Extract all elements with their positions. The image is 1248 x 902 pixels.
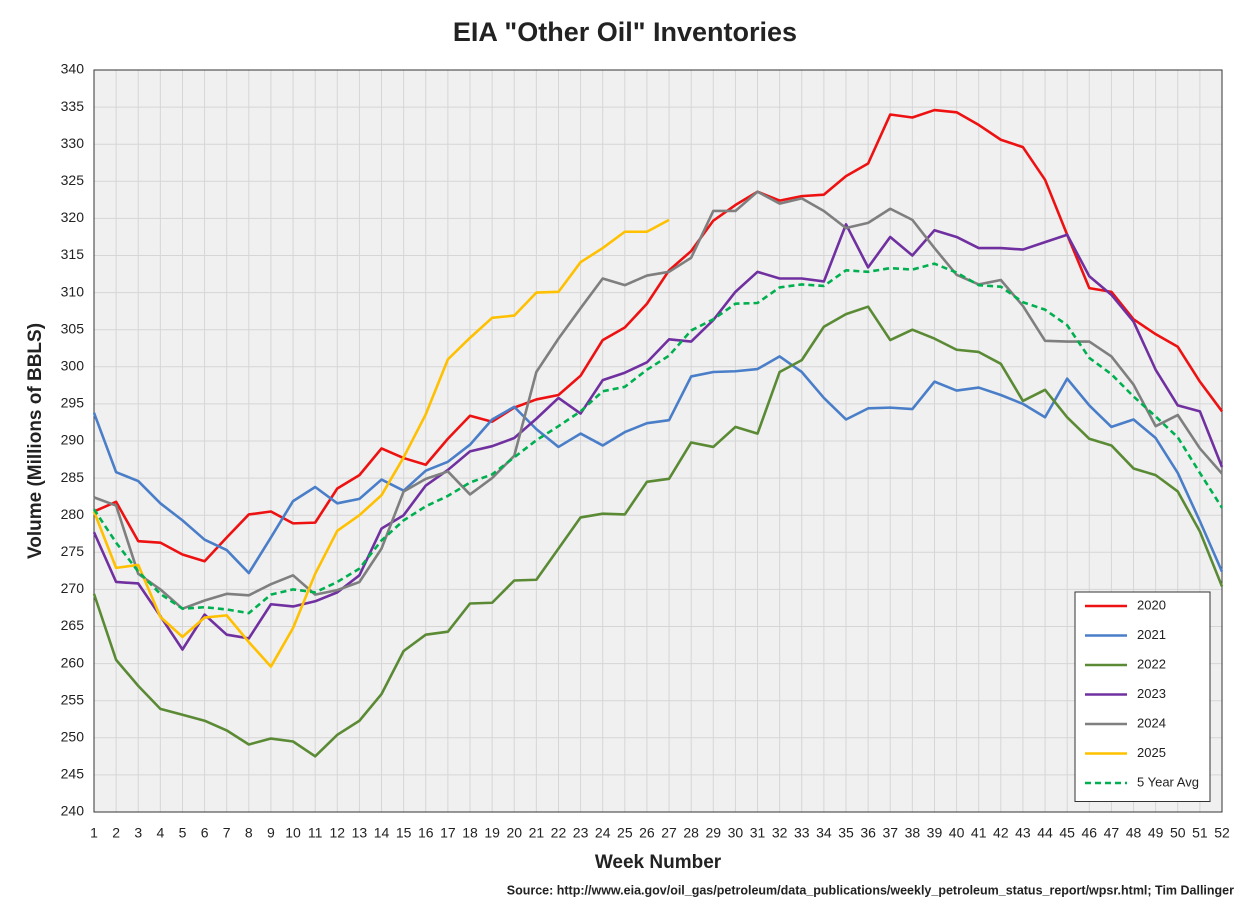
x-tick-label: 51 — [1192, 825, 1208, 841]
legend: 2020 2021 2022 2023 2024 2025 5 Year Avg — [1074, 591, 1211, 802]
x-tick-label: 36 — [860, 825, 876, 841]
y-tick-label: 240 — [61, 803, 85, 819]
legend-label: 2023 — [1137, 686, 1166, 701]
x-tick-label: 14 — [374, 825, 390, 841]
x-tick-label: 3 — [134, 825, 142, 841]
x-tick-label: 9 — [267, 825, 275, 841]
x-tick-label: 22 — [551, 825, 567, 841]
y-tick-label: 335 — [61, 98, 85, 114]
x-tick-label: 8 — [245, 825, 253, 841]
x-tick-label: 24 — [595, 825, 611, 841]
x-tick-label: 19 — [484, 825, 500, 841]
x-tick-label: 15 — [396, 825, 412, 841]
x-tick-label: 27 — [661, 825, 677, 841]
legend-label: 5 Year Avg — [1137, 774, 1199, 789]
x-tick-label: 12 — [330, 825, 346, 841]
x-tick-label: 25 — [617, 825, 633, 841]
x-tick-label: 32 — [772, 825, 788, 841]
x-tick-label: 11 — [308, 825, 323, 841]
legend-label: 2022 — [1137, 656, 1166, 671]
x-tick-label: 2 — [112, 825, 120, 841]
legend-label: 2020 — [1137, 597, 1166, 612]
source-note: Source: http://www.eia.gov/oil_gas/petro… — [507, 883, 1234, 897]
y-tick-label: 310 — [61, 283, 85, 299]
legend-label: 2021 — [1137, 627, 1166, 642]
x-tick-label: 41 — [971, 825, 987, 841]
series-line — [92, 223, 1224, 651]
x-tick-label: 20 — [506, 825, 522, 841]
x-tick-label: 16 — [418, 825, 434, 841]
x-tick-label: 44 — [1037, 825, 1053, 841]
x-tick-label: 7 — [223, 825, 231, 841]
legend-label: 2024 — [1137, 715, 1166, 730]
y-tick-label: 290 — [61, 432, 85, 448]
x-tick-label: 52 — [1214, 825, 1230, 841]
y-tick-label: 305 — [61, 320, 85, 336]
y-tick-label: 245 — [61, 766, 85, 782]
x-tick-label: 38 — [905, 825, 921, 841]
y-axis-label: Volume (Millions of BBLS) — [25, 323, 46, 559]
y-tick-label: 340 — [61, 61, 85, 77]
y-tick-label: 330 — [61, 135, 85, 151]
legend-box — [1074, 591, 1211, 802]
y-tick-label: 275 — [61, 543, 85, 559]
y-tick-label: 300 — [61, 358, 85, 374]
x-tick-label: 23 — [573, 825, 589, 841]
plot-border — [93, 69, 1223, 813]
y-tick-label: 255 — [61, 691, 85, 707]
x-tick-label: 6 — [201, 825, 209, 841]
y-tick-label: 280 — [61, 506, 85, 522]
x-tick-label: 1 — [90, 825, 98, 841]
x-tick-label: 35 — [838, 825, 854, 841]
x-tick-label: 30 — [728, 825, 744, 841]
y-tick-label: 295 — [61, 395, 85, 411]
x-tick-label: 13 — [352, 825, 368, 841]
x-tick-label: 10 — [285, 825, 301, 841]
y-tick-label: 250 — [61, 729, 85, 745]
x-tick-label: 17 — [440, 825, 456, 841]
y-tick-label: 260 — [61, 654, 85, 670]
series-line — [92, 262, 1224, 615]
y-tick-label: 270 — [61, 580, 85, 596]
x-tick-label: 40 — [949, 825, 965, 841]
x-tick-label: 46 — [1082, 825, 1098, 841]
y-tick-label: 285 — [61, 469, 85, 485]
y-tick-label: 325 — [61, 172, 85, 188]
x-axis-label: Week Number — [595, 852, 722, 873]
y-tick-label: 320 — [61, 209, 85, 225]
x-tick-label: 26 — [639, 825, 655, 841]
x-tick-label: 45 — [1059, 825, 1075, 841]
x-tick-label: 28 — [683, 825, 699, 841]
x-tick-label: 49 — [1148, 825, 1164, 841]
legend-label: 2025 — [1137, 745, 1166, 760]
chart-title: EIA "Other Oil" Inventories — [453, 17, 797, 47]
x-tick-label: 29 — [706, 825, 722, 841]
x-tick-label: 42 — [993, 825, 1009, 841]
x-tick-label: 34 — [816, 825, 832, 841]
x-tick-label: 33 — [794, 825, 810, 841]
series-line — [92, 218, 670, 668]
x-tick-label: 48 — [1126, 825, 1142, 841]
series-line — [92, 305, 1224, 758]
x-tick-label: 5 — [179, 825, 187, 841]
y-tick-label: 315 — [61, 246, 85, 262]
y-tick-label: 265 — [61, 617, 85, 633]
series-line — [93, 190, 1223, 610]
x-tick-label: 47 — [1104, 825, 1120, 841]
x-tick-label: 18 — [462, 825, 478, 841]
series-line — [92, 355, 1224, 575]
x-tick-label: 37 — [882, 825, 898, 841]
x-tick-label: 43 — [1015, 825, 1031, 841]
x-tick-label: 31 — [750, 825, 766, 841]
x-tick-label: 21 — [529, 825, 545, 841]
x-tick-label: 39 — [927, 825, 943, 841]
x-tick-label: 50 — [1170, 825, 1186, 841]
x-tick-label: 4 — [156, 825, 164, 841]
